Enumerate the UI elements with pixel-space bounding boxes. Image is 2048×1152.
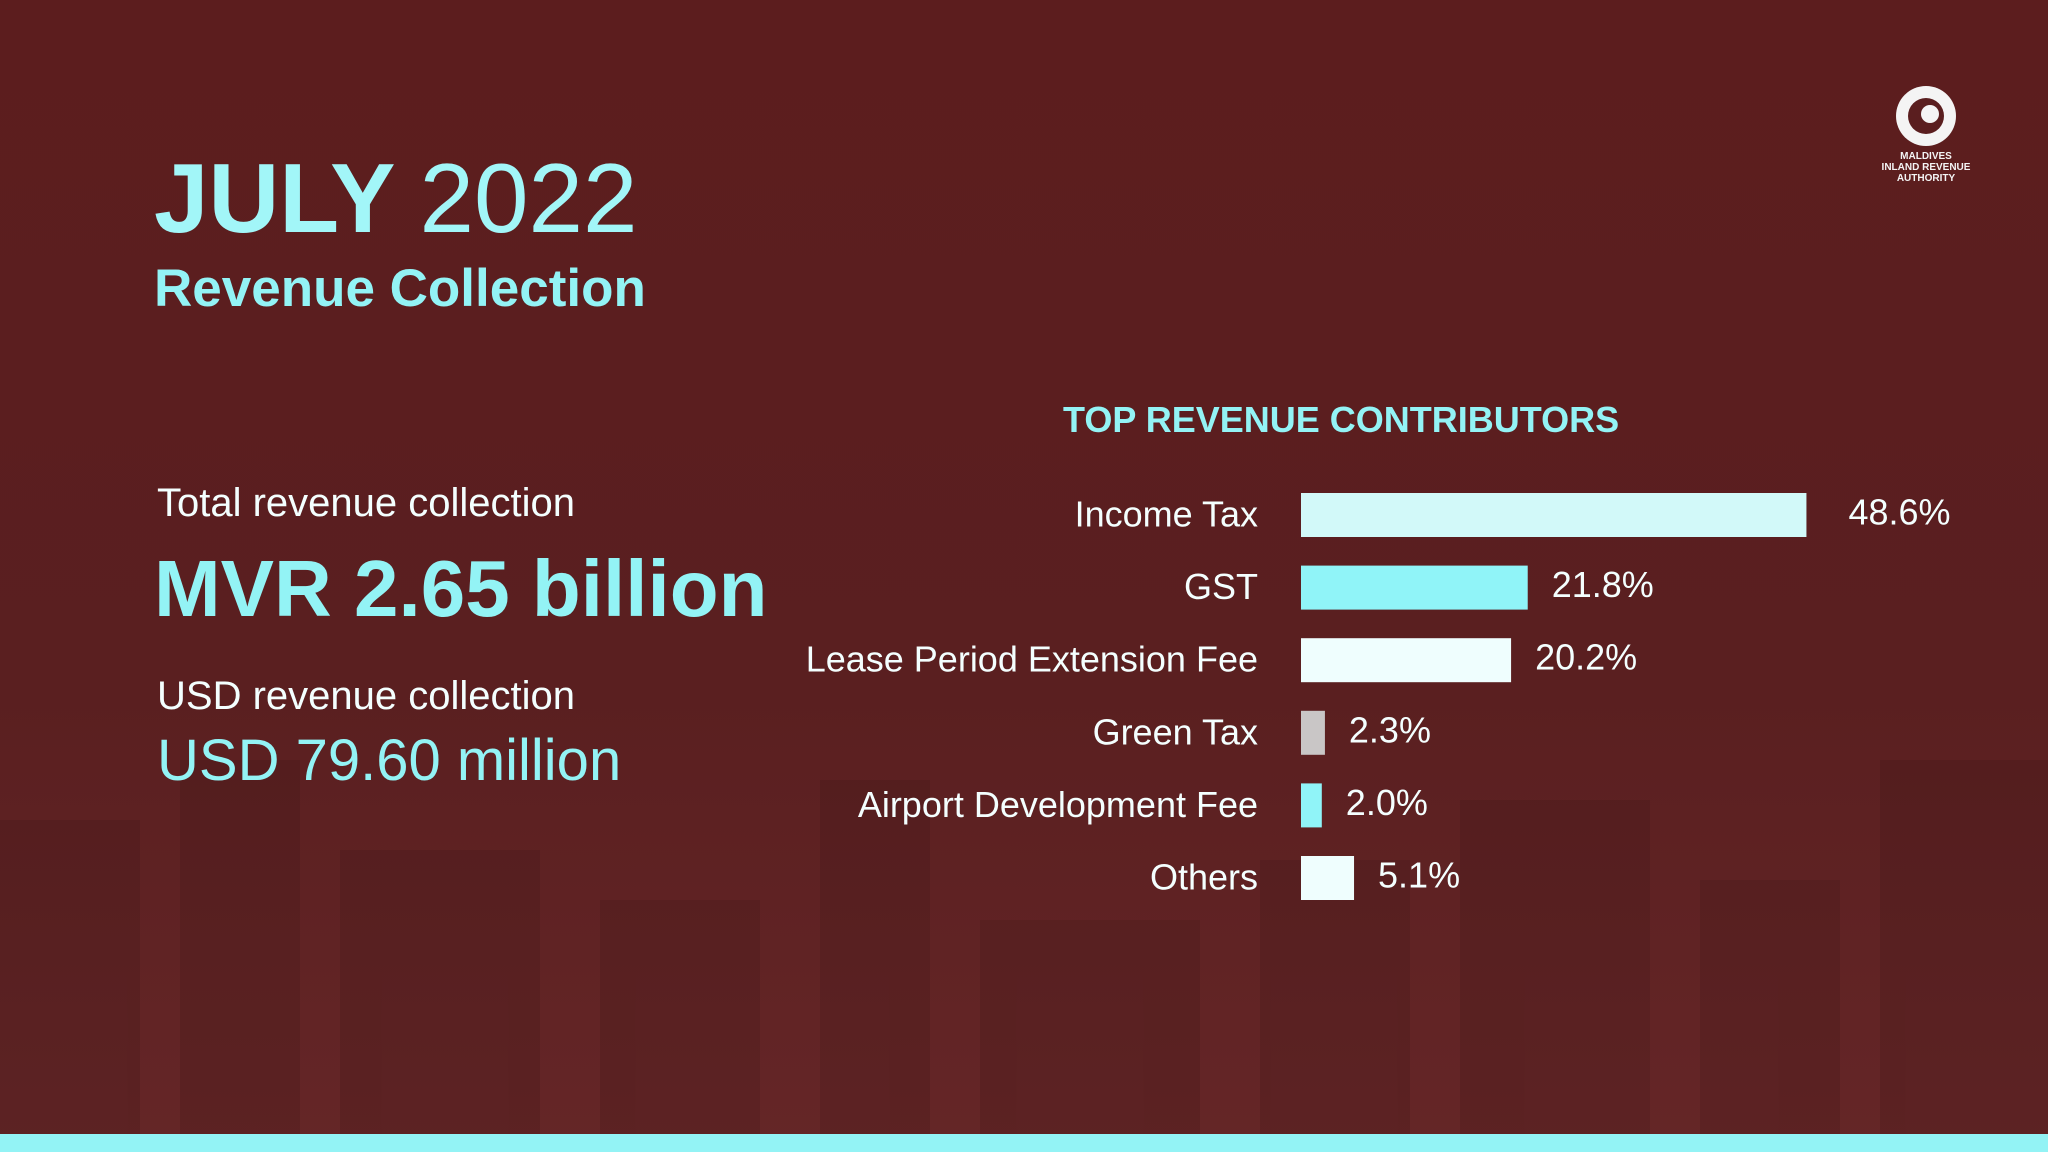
bar [1301, 565, 1528, 610]
total-value: MVR 2.65 billion [154, 544, 767, 633]
category-label: Airport Development Fee [858, 784, 1258, 825]
title-month: JULY [154, 143, 396, 253]
value-label: 2.3% [1349, 709, 1431, 750]
bar [1301, 493, 1807, 537]
value-label: 2.0% [1346, 782, 1428, 823]
title: JULY 2022 [154, 143, 638, 253]
category-label: GST [1184, 566, 1258, 607]
category-label: Others [1150, 857, 1258, 898]
value-label: 5.1% [1378, 855, 1460, 896]
logo: MALDIVES INLAND REVENUE AUTHORITY [1882, 86, 1971, 184]
bar [1301, 710, 1325, 755]
category-label: Green Tax [1093, 711, 1258, 752]
bar [1301, 783, 1322, 828]
category-label: Lease Period Extension Fee [806, 639, 1258, 680]
subtitle: Revenue Collection [154, 259, 646, 318]
bar-chart: Income Tax 48.6% GST 21.8% Lease Period Exte… [806, 492, 1951, 900]
chart-title: TOP REVENUE CONTRIBUTORS [1063, 399, 1619, 440]
title-year: 2022 [420, 143, 638, 253]
bottom-strip [0, 1134, 2048, 1152]
category-label: Income Tax [1075, 494, 1258, 535]
usd-value: USD 79.60 million [157, 728, 621, 793]
bar [1301, 856, 1355, 900]
total-label: Total revenue collection [157, 481, 575, 525]
logo-text: AUTHORITY [1897, 173, 1956, 184]
usd-label: USD revenue collection [157, 674, 575, 718]
city-texture [0, 760, 2048, 1134]
value-label: 21.8% [1552, 564, 1654, 605]
logo-text: INLAND REVENUE [1882, 162, 1971, 173]
value-label: 48.6% [1848, 492, 1950, 533]
logo-mark [1921, 105, 1939, 123]
bar [1301, 638, 1512, 683]
value-label: 20.2% [1535, 637, 1637, 678]
logo-text: MALDIVES [1900, 151, 1952, 162]
